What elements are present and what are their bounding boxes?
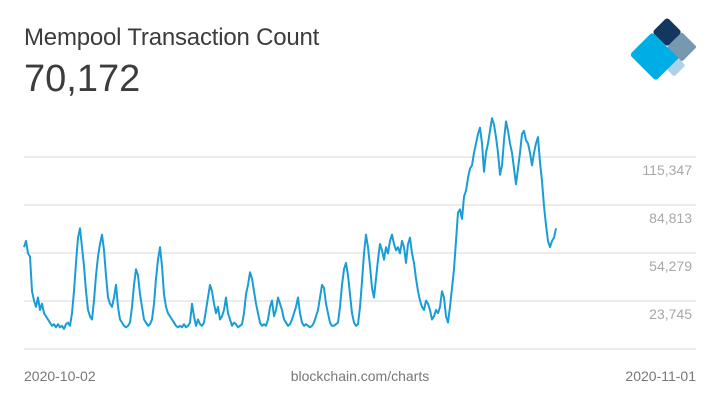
chart-title: Mempool Transaction Count [24,24,320,51]
series-line [23,117,557,330]
y-tick-label: 23,745 [649,306,692,322]
source-link[interactable]: blockchain.com/charts [290,368,430,384]
gridlines [24,156,696,350]
current-value: 70,172 [24,58,141,100]
x-start-date: 2020-10-02 [24,368,96,384]
y-tick-label: 54,279 [649,258,692,274]
x-end-date: 2020-11-01 [625,368,696,384]
blockchain-logo-icon [630,18,696,80]
y-tick-label: 115,347 [642,162,692,178]
y-tick-label: 84,813 [649,210,692,226]
